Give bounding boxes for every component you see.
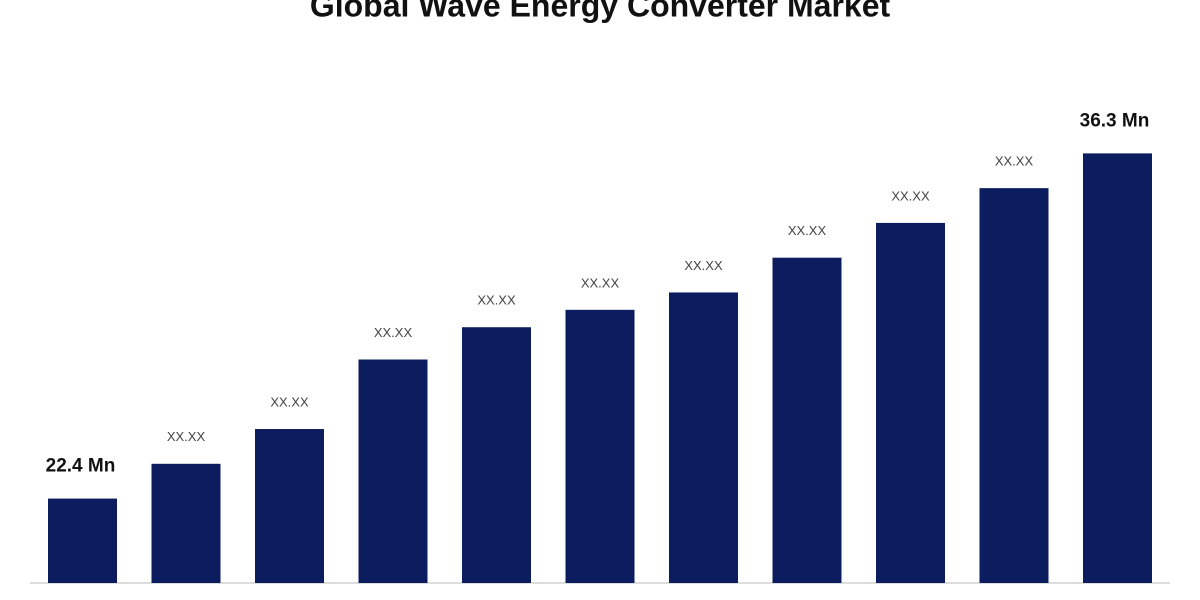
chart-title: Global Wave Energy Converter Market: [310, 0, 891, 23]
bar: [1083, 153, 1152, 583]
bar: [565, 309, 635, 583]
bar: [48, 498, 117, 583]
bar: [979, 188, 1049, 583]
value-label: 22.4 Mn: [46, 456, 116, 477]
value-label: XX.XX: [684, 258, 723, 273]
value-label: XX.XX: [788, 223, 827, 238]
bar: [876, 222, 945, 583]
bar: [255, 429, 324, 583]
value-label: XX.XX: [167, 429, 206, 444]
value-label: XX.XX: [270, 394, 309, 409]
bar: [358, 359, 428, 583]
value-label: 36.3 Mn: [1080, 110, 1150, 131]
value-label: XX.XX: [891, 188, 930, 203]
value-label: XX.XX: [995, 154, 1034, 169]
bar: [462, 327, 531, 583]
bar: [772, 257, 842, 583]
bar: [669, 292, 738, 583]
value-label: XX.XX: [374, 325, 413, 340]
value-label: XX.XX: [477, 293, 516, 308]
value-label: XX.XX: [581, 275, 620, 290]
bar: [151, 463, 221, 583]
